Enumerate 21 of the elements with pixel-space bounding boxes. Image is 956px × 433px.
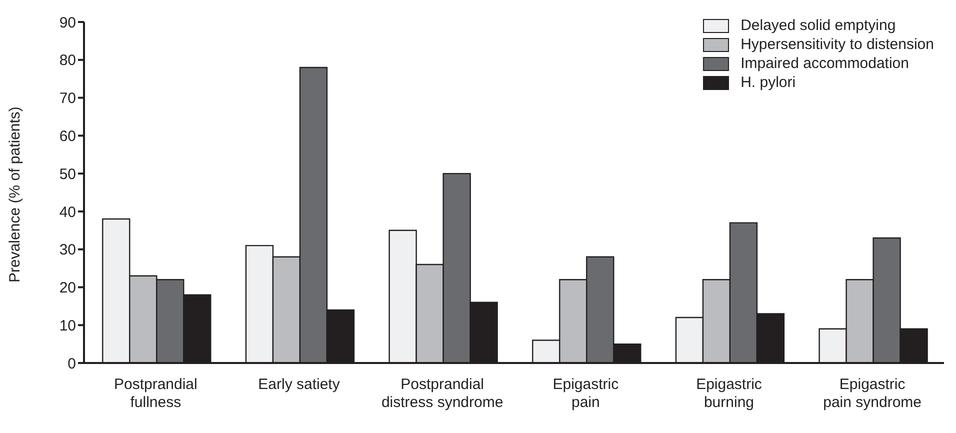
x-tick-label: Postprandial distress syndrome [381, 376, 504, 411]
y-tick-label: 80 [59, 52, 76, 70]
y-tick-label: 0 [68, 355, 76, 372]
y-tick-label: 30 [59, 242, 76, 259]
x-tick-label: Early satiety [258, 376, 340, 393]
legend-label: Impaired accommodation [740, 55, 909, 72]
y-tick-label: 90 [59, 14, 76, 32]
legend-label: H. pylori [740, 74, 796, 91]
y-tick-label: 20 [59, 280, 76, 297]
legend-label: Hypersensitivity to distension [740, 36, 934, 53]
x-tick-label: Postprandial fullness [114, 376, 198, 411]
y-tick-label: 70 [59, 90, 76, 108]
x-tick-label: Epigastric pain syndrome [823, 376, 922, 411]
y-axis-title: Prevalence (% of patients) [6, 106, 24, 282]
y-tick-label: 10 [59, 317, 76, 334]
y-tick-label: 60 [59, 128, 76, 145]
legend-label: Delayed solid emptying [740, 17, 896, 34]
y-tick-label: 40 [59, 204, 76, 221]
y-tick-label: 50 [59, 166, 76, 183]
x-tick-label: Epigastric burning [696, 376, 762, 411]
x-tick-label: Epigastric pain [552, 376, 620, 411]
